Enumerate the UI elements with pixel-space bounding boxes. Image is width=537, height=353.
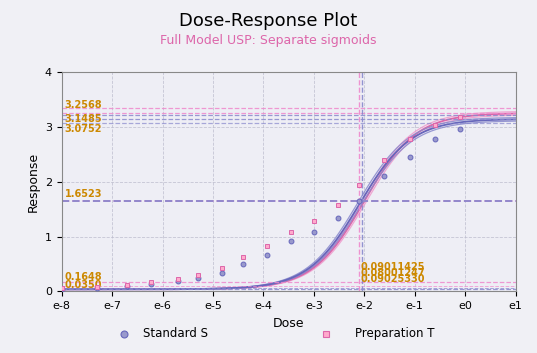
Text: Preparation T: Preparation T	[355, 327, 435, 340]
Text: 0.0350: 0.0350	[65, 280, 103, 290]
Text: 3.1485: 3.1485	[65, 114, 103, 124]
Y-axis label: Response: Response	[26, 152, 39, 212]
X-axis label: Dose: Dose	[273, 317, 304, 329]
Text: 3.2568: 3.2568	[65, 100, 103, 109]
Text: Full Model USP: Separate sigmoids: Full Model USP: Separate sigmoids	[160, 34, 377, 47]
Text: 0.09025330: 0.09025330	[360, 275, 425, 285]
Text: 0.09011425: 0.09011425	[360, 262, 425, 273]
Text: 0.08001247: 0.08001247	[360, 268, 425, 279]
Text: 1.6523: 1.6523	[65, 189, 103, 199]
Text: 3.0752: 3.0752	[65, 124, 103, 134]
Text: 0.1648: 0.1648	[65, 272, 103, 282]
Text: Dose-Response Plot: Dose-Response Plot	[179, 12, 358, 30]
Text: Standard S: Standard S	[143, 327, 208, 340]
